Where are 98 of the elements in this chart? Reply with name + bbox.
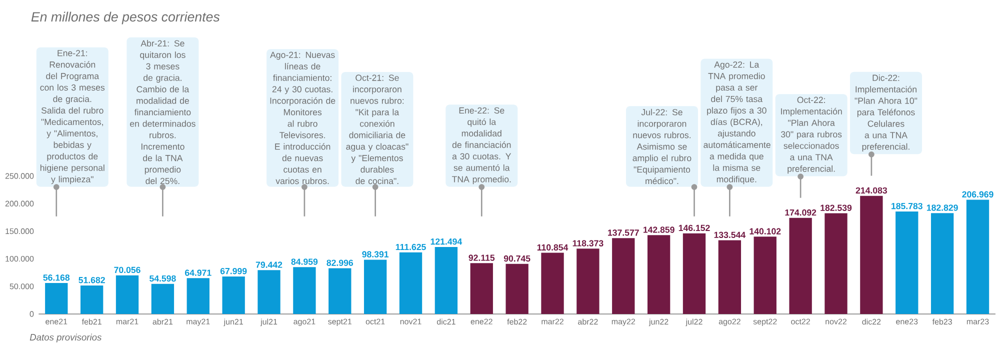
x-tick-label: nov21 <box>400 318 422 324</box>
data-label: 79.442 <box>256 262 282 268</box>
data-label: 64.971 <box>184 270 212 276</box>
x-tick-label: feb23 <box>932 318 952 325</box>
data-label: 146.152 <box>678 224 710 232</box>
data-label: 67.999 <box>220 268 247 274</box>
data-label: 140.102 <box>750 228 781 234</box>
x-tick-label: may21 <box>186 318 210 326</box>
bar <box>116 275 139 314</box>
bar <box>186 278 210 314</box>
x-tick-label: ene21 <box>46 318 68 324</box>
text: Ago-22: La TNA promedio pasa a ser del 75% tasa plazo fijos a 30 días (BCRA), ajustando automáticamente a medida que la misma se modifique. <box>704 61 770 184</box>
y-tick-label: 250.000 <box>5 173 34 179</box>
x-tick-label: sept22 <box>753 318 777 326</box>
bar <box>434 246 458 314</box>
x-tick-label: jun21 <box>224 318 243 326</box>
x-tick-label: ene22 <box>470 318 492 324</box>
data-label: 174.092 <box>785 209 816 216</box>
y-tick-label: 150.000 <box>6 228 34 234</box>
x-tick-label: mar21 <box>116 318 138 324</box>
data-label: 137.577 <box>608 230 639 236</box>
x-tick-label: mar22 <box>542 318 564 324</box>
bar <box>470 263 493 314</box>
bar <box>45 282 68 314</box>
data-label: 206.969 <box>962 191 994 198</box>
bar <box>258 270 280 314</box>
data-label: 84.959 <box>291 258 318 265</box>
x-tick-label: dic21 <box>436 318 456 325</box>
data-label: 98.391 <box>362 251 389 258</box>
data-label: 54.598 <box>150 275 176 282</box>
x-tick-label: jun22 <box>648 318 668 326</box>
bar <box>506 264 528 314</box>
y-tick-label: 50.000 <box>10 284 34 290</box>
x-tick-label: ene23 <box>896 318 918 324</box>
x-tick-label: nov22 <box>826 318 847 324</box>
bar <box>789 218 812 314</box>
y-tick-label: 0 <box>30 311 34 317</box>
data-label: 92.115 <box>468 254 495 261</box>
bar <box>682 233 706 314</box>
data-label: 110.854 <box>537 244 568 251</box>
bar <box>151 284 174 314</box>
x-tick-label: jul22 <box>686 318 702 326</box>
chart-title: En millones de pesos corrientes <box>31 12 220 24</box>
data-label: 56.168 <box>43 274 70 281</box>
data-label: 70.056 <box>114 266 140 274</box>
bar <box>718 240 742 314</box>
annotation: Jul-22: Se incorporaron nuevos rubros. Asimismo se amplio el rubro "Equipamiento médico". <box>632 108 692 184</box>
text: Ago-21: Nuevas líneas de financiamiento: 24 y 30 cuotas. Incorporación de Monitores al rubro Televisores. E introducción de nuevas cuotas en varios rubros. <box>270 52 336 184</box>
bar <box>576 248 600 314</box>
bar <box>328 268 352 314</box>
data-label: 121.494 <box>430 238 462 245</box>
bar <box>80 285 104 314</box>
x-tick-label: ago22 <box>718 318 740 326</box>
x-tick-label: may22 <box>612 318 635 326</box>
annotation: Ene-22: Se quitó la modalidad de financiación a 30 cuotas. Y se aumentó la TNA promedio. <box>452 107 512 184</box>
bar <box>222 276 245 314</box>
data-label: 51.682 <box>78 276 105 284</box>
bar <box>364 260 387 314</box>
x-tick-label: ago21 <box>294 318 316 326</box>
text: Oct-21: Se incorporaron nuevos rubro: "Kit para la conexión domiciliaria de agua y cloacas" y "Elementos durables de cocina". <box>346 74 408 184</box>
data-label: 185.783 <box>892 202 922 210</box>
x-tick-label: oct22 <box>791 318 810 324</box>
bar <box>399 252 422 314</box>
x-tick-label: feb22 <box>507 318 527 325</box>
bar <box>824 213 848 314</box>
data-label: 90.745 <box>504 255 530 262</box>
bar <box>647 235 670 314</box>
y-tick-label: 200.000 <box>5 200 34 206</box>
text: Abr-21: Se quitaron los 3 meses de gracia. Cambio de la modalidad de financiamiento en determinados rubros. Incremento de la TNA promedio del 25%. <box>130 40 196 184</box>
text: Ene-21: Renovación del Programa con los 3 meses de gracia. Salida del rubro "Medicamentos, y "Alimentos, bebidas y productos de higiene personal y limpieza" <box>40 50 105 184</box>
bar <box>541 252 564 314</box>
bar <box>896 211 918 314</box>
x-tick-label: abr21 <box>152 318 173 325</box>
data-label: 182.539 <box>820 204 852 211</box>
bar <box>930 213 954 314</box>
text: Dic-22: Implementación "Plan Ahora 10" para Teléfonos Celulares a una TNA preferencial. <box>854 74 918 152</box>
x-tick-label: oct21 <box>366 318 385 324</box>
text: Datos provisorios <box>30 334 102 342</box>
data-label: 82.996 <box>326 260 354 266</box>
x-tick-label: sept21 <box>328 318 352 326</box>
data-label: 142.859 <box>643 226 674 233</box>
x-tick-label: mar23 <box>966 318 989 324</box>
y-tick-label: 100.000 <box>6 256 34 262</box>
x-tick-label: jul21 <box>260 318 278 326</box>
text: Oct-22: Implementación "Plan Ahora 30" para rubros seleccionados a una TNA preferencial. <box>780 96 842 174</box>
bar <box>860 196 883 314</box>
data-label: 182.829 <box>926 204 958 211</box>
data-label: 118.373 <box>572 240 604 246</box>
x-tick-label: dic22 <box>862 318 881 325</box>
data-label: 214.083 <box>856 187 888 194</box>
data-label: 111.625 <box>396 244 426 250</box>
bar <box>754 236 776 314</box>
bar <box>966 200 990 314</box>
data-label: 133.544 <box>714 232 746 238</box>
bar <box>612 238 635 314</box>
x-tick-label: feb21 <box>82 318 102 325</box>
x-tick-label: abr22 <box>578 318 598 325</box>
bar <box>293 267 316 314</box>
